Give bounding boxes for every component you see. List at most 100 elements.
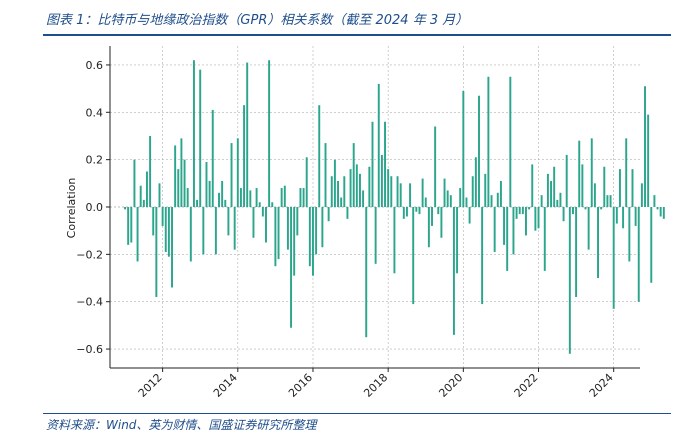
bar xyxy=(330,176,333,207)
bar xyxy=(390,176,393,207)
bar xyxy=(487,76,490,207)
bar xyxy=(512,207,515,255)
bars xyxy=(124,60,665,354)
bar xyxy=(590,138,593,207)
bar xyxy=(537,207,540,229)
bar xyxy=(615,207,618,224)
bar xyxy=(600,207,603,210)
bar xyxy=(380,154,383,207)
bar xyxy=(155,207,158,297)
bar xyxy=(396,176,399,207)
bar xyxy=(490,195,493,207)
bar xyxy=(534,207,537,231)
bar xyxy=(415,207,418,212)
bar xyxy=(142,199,145,207)
bar xyxy=(424,197,427,207)
axes xyxy=(106,46,640,372)
bar xyxy=(286,207,289,250)
bar xyxy=(233,207,236,250)
bar xyxy=(518,207,521,215)
bar xyxy=(271,202,274,207)
bar xyxy=(312,207,314,276)
bar xyxy=(515,207,518,219)
y-tick-label: 0.6 xyxy=(86,59,104,72)
bar xyxy=(565,154,568,207)
bar xyxy=(612,207,615,309)
bar xyxy=(446,190,449,207)
bar xyxy=(644,86,646,207)
bar xyxy=(299,188,302,207)
bar xyxy=(631,169,634,207)
bar xyxy=(474,157,477,207)
y-tick-label: 0.4 xyxy=(86,106,104,119)
bar xyxy=(358,173,361,207)
x-tick-label: 2012 xyxy=(136,371,165,400)
bar xyxy=(606,195,609,207)
bar xyxy=(145,171,148,207)
bar xyxy=(252,207,255,238)
bar xyxy=(199,69,202,207)
bar xyxy=(277,207,280,260)
bar xyxy=(412,207,415,305)
correlation-bar-chart: −0.6 −0.4 −0.2 0.0 0.2 0.4 0.6 2012 2014 2016 2018… xyxy=(65,46,665,400)
bar xyxy=(136,207,139,262)
bar xyxy=(265,207,267,243)
bar xyxy=(343,176,346,207)
bar xyxy=(258,202,261,207)
bar xyxy=(224,199,227,207)
bar xyxy=(647,114,650,207)
bar xyxy=(478,95,480,207)
bar xyxy=(556,199,559,207)
bar xyxy=(553,166,556,207)
bar xyxy=(393,207,396,274)
bar xyxy=(192,60,195,207)
bar xyxy=(459,188,462,207)
bar xyxy=(462,90,465,207)
bar xyxy=(637,207,640,302)
bar xyxy=(327,207,330,222)
bar xyxy=(202,207,205,255)
bar xyxy=(575,207,578,297)
bar xyxy=(437,207,440,215)
x-tick-label: 2016 xyxy=(286,371,315,400)
bar xyxy=(503,207,506,245)
bar xyxy=(662,207,665,219)
bar xyxy=(124,207,127,210)
bar xyxy=(308,207,311,267)
bar xyxy=(283,185,286,207)
y-tick-label: 0.2 xyxy=(86,154,104,167)
bar xyxy=(584,207,587,210)
bar xyxy=(481,207,484,305)
bar xyxy=(653,195,656,207)
bar xyxy=(139,185,142,207)
bar xyxy=(559,192,562,207)
bar xyxy=(214,207,217,255)
bar xyxy=(340,197,343,207)
bar xyxy=(227,207,230,236)
bar xyxy=(152,207,155,236)
figure-caption: 图表 1：比特币与地缘政治指数（GPR）相关系数（截至 2024 年 3 月） xyxy=(46,13,469,28)
bar xyxy=(540,195,543,207)
bar xyxy=(384,121,386,207)
bar xyxy=(164,207,167,252)
bar xyxy=(550,180,553,207)
bar xyxy=(205,162,208,207)
bar xyxy=(587,207,590,250)
x-tick-label: 2020 xyxy=(436,371,465,400)
bar xyxy=(243,105,246,207)
bar xyxy=(239,188,242,207)
bar xyxy=(377,83,380,207)
y-tick-label: −0.4 xyxy=(76,296,103,309)
bar xyxy=(211,109,214,207)
bar xyxy=(421,178,424,207)
bar xyxy=(230,143,233,207)
bar xyxy=(528,207,531,210)
bar xyxy=(493,207,496,252)
y-axis-label: Correlation xyxy=(65,178,78,239)
bar xyxy=(365,207,368,338)
bar xyxy=(280,188,283,207)
bar xyxy=(133,159,136,207)
bar xyxy=(149,135,152,207)
bar xyxy=(337,180,340,207)
bar xyxy=(355,164,358,207)
